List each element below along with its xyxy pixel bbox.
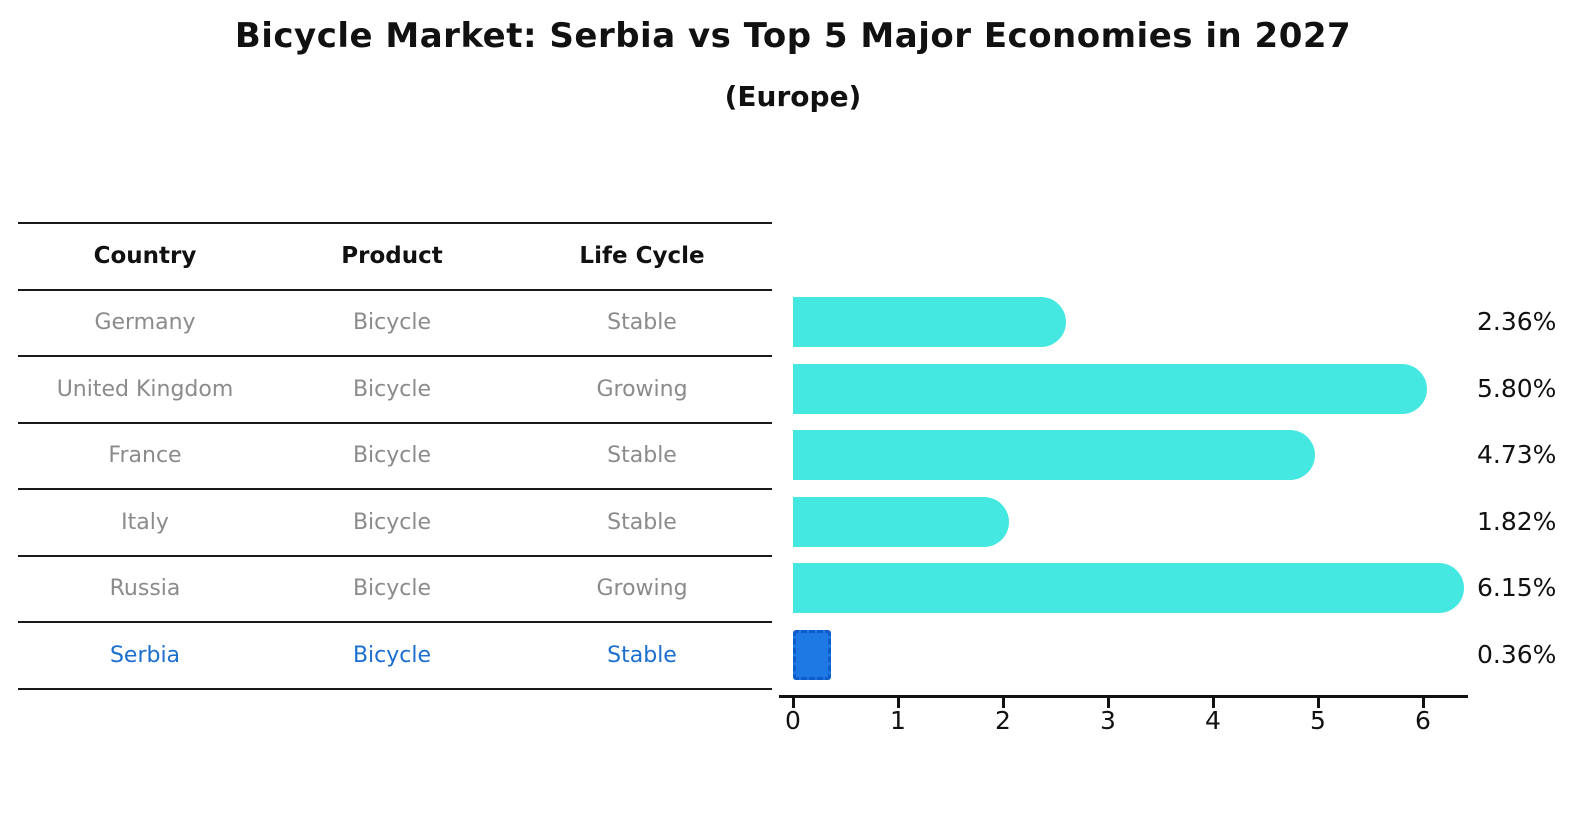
tick-label-6: 6 xyxy=(1415,706,1431,735)
bar-italy xyxy=(793,496,1009,547)
product-cell: Bicycle xyxy=(352,642,432,668)
x-axis-line xyxy=(779,695,1468,698)
col-header-product: Product xyxy=(341,243,443,270)
table-row-france: France Bicycle Stable xyxy=(18,421,772,489)
tick-mark-2 xyxy=(1002,697,1005,708)
tick-label-1: 1 xyxy=(890,706,906,735)
country-cell: Italy xyxy=(121,509,169,535)
tick-mark-4 xyxy=(1212,697,1215,708)
lifecycle-cell: Stable xyxy=(607,310,677,336)
country-table: Country Product Life Cycle Germany Bicycl… xyxy=(18,222,772,690)
lifecycle-cell: Stable xyxy=(607,443,677,469)
bar-united-kingdom xyxy=(793,363,1427,414)
table-row-serbia: Serbia Bicycle Stable xyxy=(18,621,772,690)
table-row-italy: Italy Bicycle Stable xyxy=(18,488,772,555)
product-cell: Bicycle xyxy=(352,576,432,602)
lifecycle-cell: Growing xyxy=(596,376,688,402)
col-header-country: Country xyxy=(93,243,197,270)
country-cell: Russia xyxy=(109,576,181,602)
tick-label-3: 3 xyxy=(1100,706,1116,735)
table-row-united-kingdom: United Kingdom Bicycle Growing xyxy=(18,355,772,422)
lifecycle-cell: Growing xyxy=(596,576,688,602)
bar-france xyxy=(793,430,1315,480)
lifecycle-cell: Stable xyxy=(607,642,677,668)
tick-label-5: 5 xyxy=(1310,706,1326,735)
value-label-italy: 1.82% xyxy=(1477,506,1557,536)
table-row-russia: Russia Bicycle Growing xyxy=(18,554,772,622)
country-cell: Serbia xyxy=(109,642,181,668)
tick-label-0: 0 xyxy=(785,706,801,735)
country-cell: France xyxy=(108,443,182,469)
tick-mark-1 xyxy=(897,697,900,708)
bar-serbia xyxy=(793,629,831,680)
product-cell: Bicycle xyxy=(352,310,432,336)
tick-mark-5 xyxy=(1317,697,1320,708)
tick-mark-6 xyxy=(1422,697,1425,708)
col-header-lifecycle: Life Cycle xyxy=(579,243,705,270)
country-cell: Germany xyxy=(94,310,196,336)
table-header-row: Country Product Life Cycle xyxy=(18,222,772,289)
chart-title: Bicycle Market: Serbia vs Top 5 Major Ec… xyxy=(234,16,1352,56)
value-label-germany: 2.36% xyxy=(1477,307,1557,336)
tick-label-4: 4 xyxy=(1205,706,1221,735)
value-label-serbia: 0.36% xyxy=(1477,639,1557,669)
tick-label-2: 2 xyxy=(995,706,1011,735)
product-cell: Bicycle xyxy=(352,509,432,535)
lifecycle-cell: Stable xyxy=(607,509,677,535)
value-label-russia: 6.15% xyxy=(1477,573,1557,602)
bar-russia xyxy=(793,563,1464,613)
tick-mark-3 xyxy=(1107,697,1110,708)
value-label-united-kingdom: 5.80% xyxy=(1477,373,1557,403)
table-row-germany: Germany Bicycle Stable xyxy=(18,288,772,356)
product-cell: Bicycle xyxy=(352,443,432,469)
country-cell: United Kingdom xyxy=(56,376,234,402)
tick-mark-0 xyxy=(792,697,795,708)
value-label-france: 4.73% xyxy=(1477,440,1557,469)
product-cell: Bicycle xyxy=(352,376,432,402)
bar-germany xyxy=(793,297,1066,347)
chart-subtitle: (Europe) xyxy=(724,80,862,113)
